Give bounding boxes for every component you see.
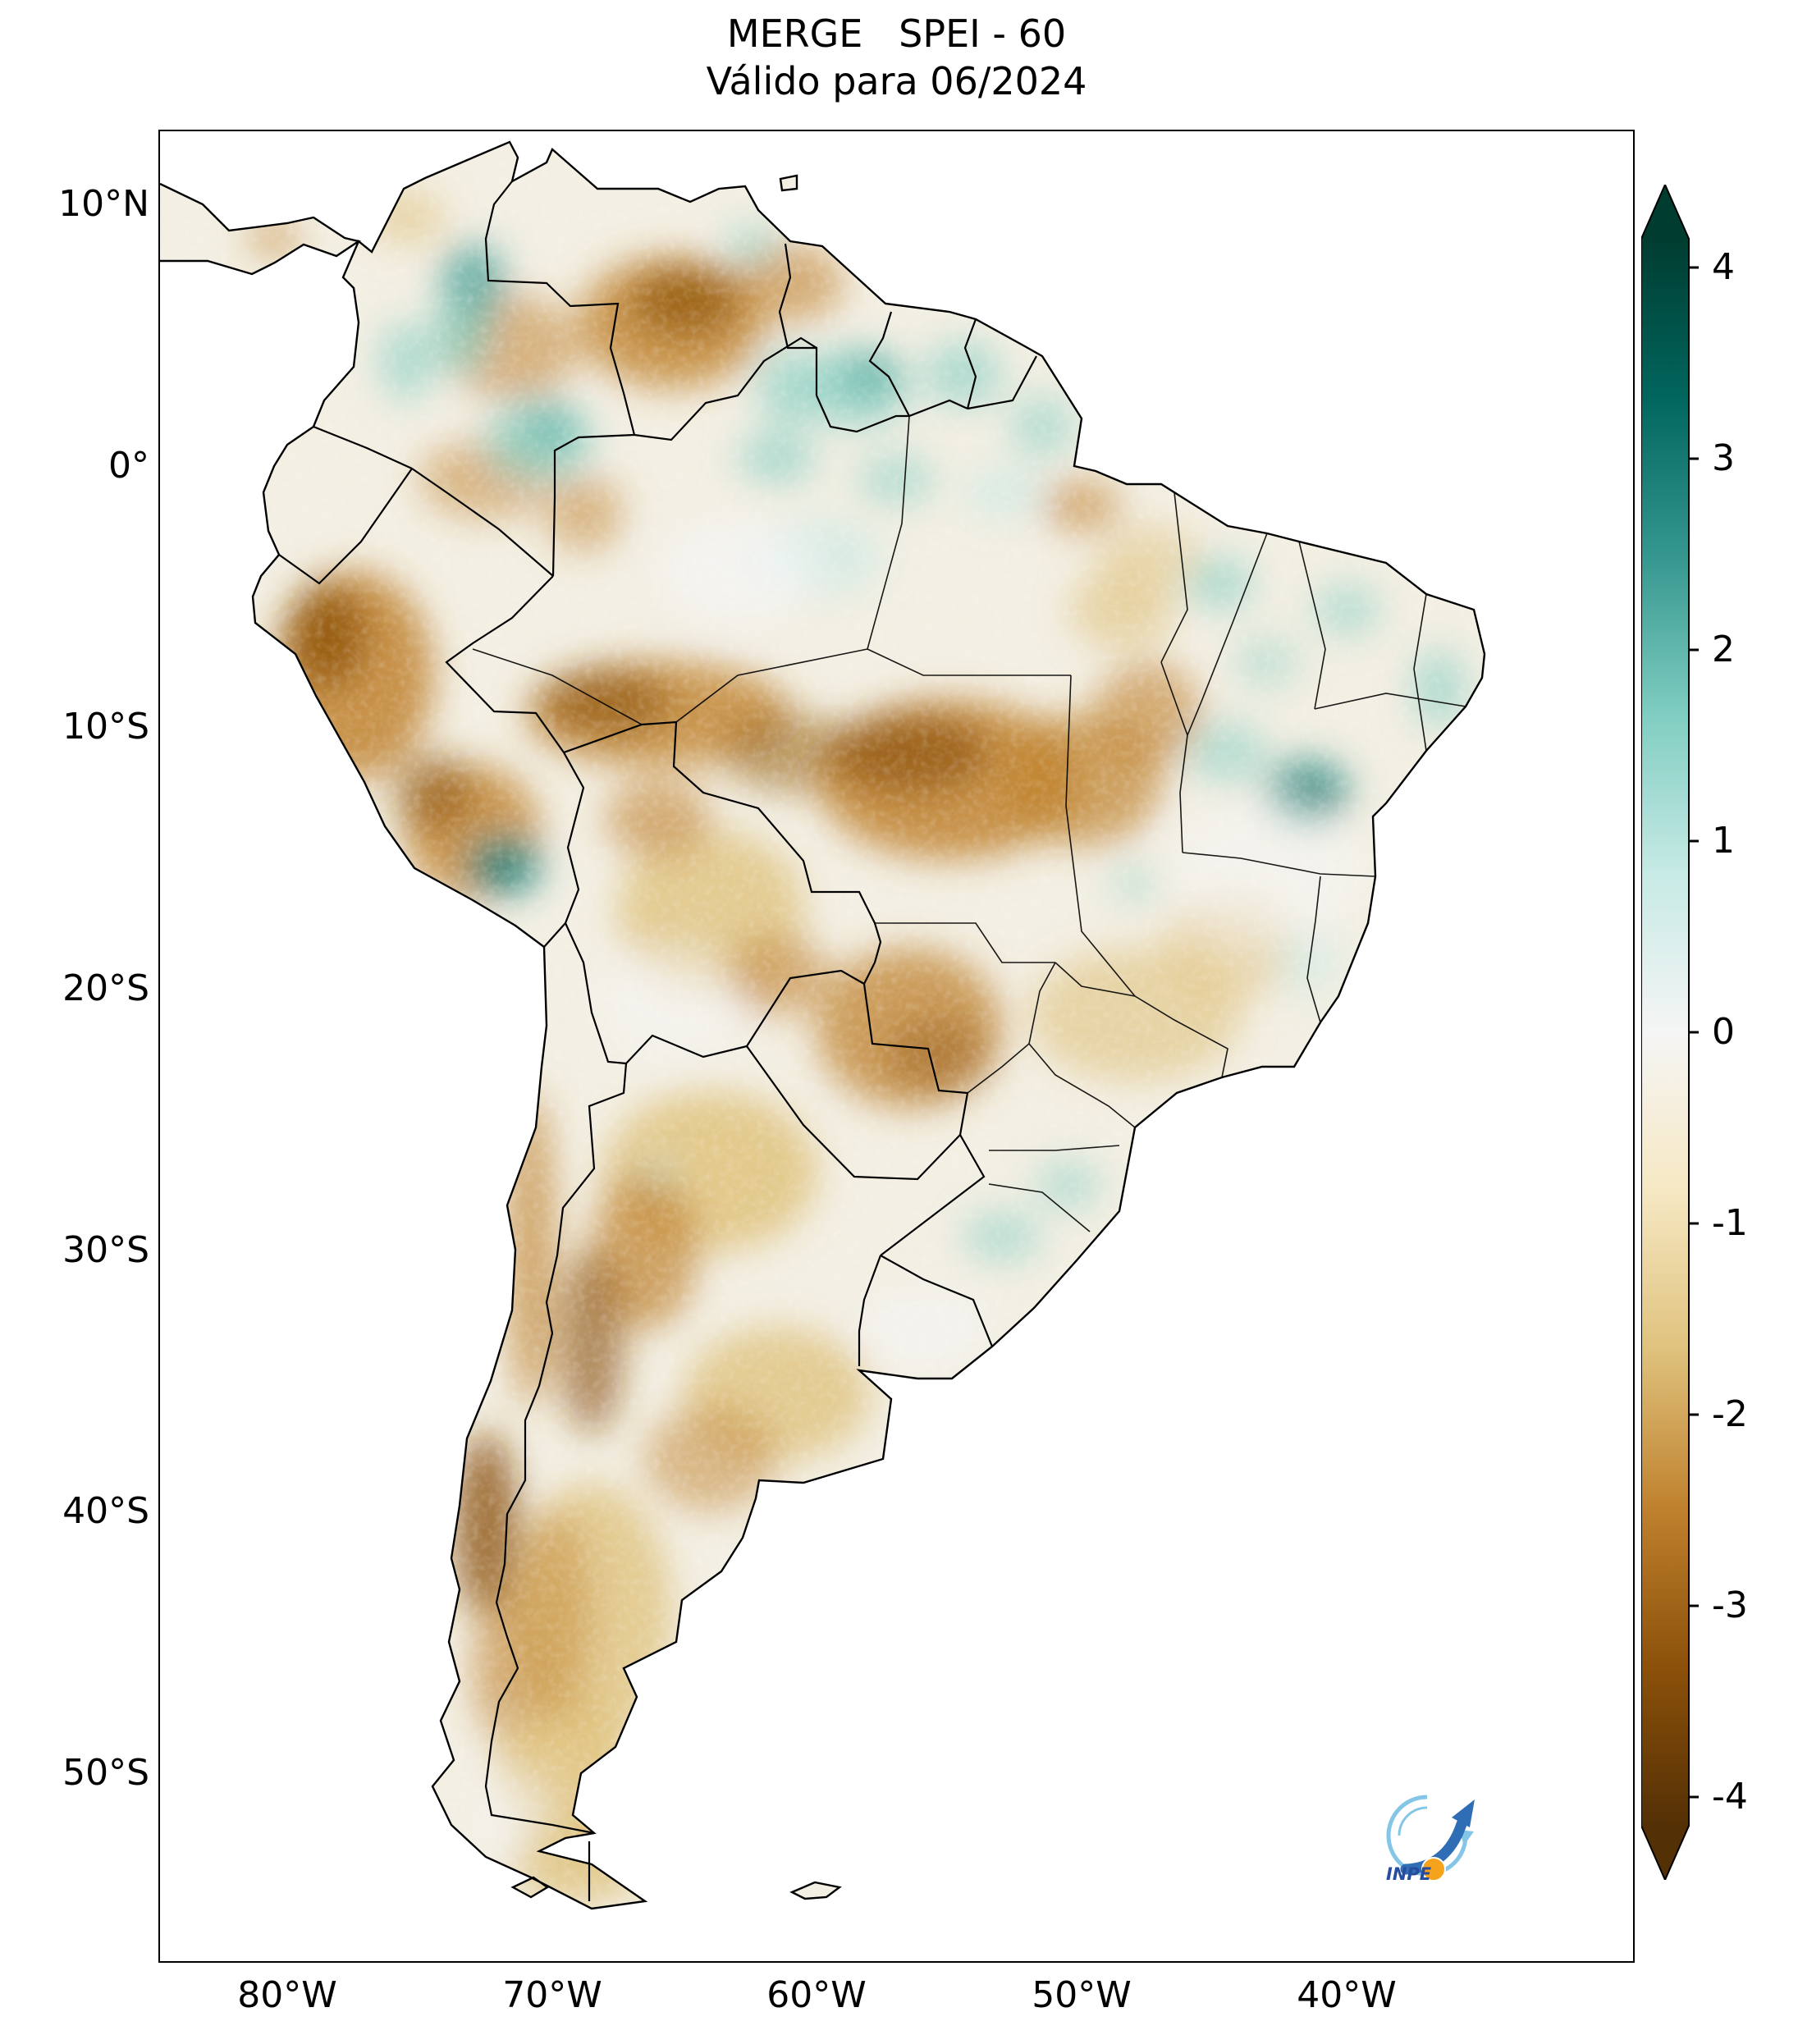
colorbar-gradient [1641,239,1689,1826]
cb-label-m3: -3 [1712,1584,1748,1626]
y-tick-0: 0° [108,445,149,487]
colorbar [1641,185,1699,1880]
colorbar-outline [1641,185,1690,1880]
x-tick-40W: 40°W [1297,1974,1397,2016]
figure-subtitle: Válido para 06/2024 [706,59,1087,103]
y-tick-30S: 30°S [62,1229,149,1271]
x-tick-50W: 50°W [1032,1974,1132,2016]
colorbar-extend-max [1641,185,1689,239]
y-tick-10S: 10°S [62,706,149,748]
state-borders [472,415,1466,1232]
cb-label-m1: -1 [1712,1202,1748,1244]
cb-label-3: 3 [1712,437,1735,479]
colorbar-ticks [1689,266,1699,1799]
logo-orange-ball-icon [1421,1857,1446,1882]
x-tick-80W: 80°W [237,1974,337,2016]
logo-arrow-icon [1400,1818,1467,1875]
country-borders [278,181,1037,1901]
cb-label-m2: -2 [1712,1393,1748,1435]
logo-inner-arc-icon [1398,1806,1428,1836]
logo-arrow-head-icon [1452,1799,1475,1827]
logo-swirl-icon [1386,1795,1468,1877]
cb-label-4: 4 [1712,246,1735,288]
cb-label-2: 2 [1712,629,1735,670]
map-panel: INPE [158,130,1635,1963]
colorbar-extend-min [1641,1826,1689,1880]
inpe-logo: INPE [1386,1795,1475,1884]
logo-wordmark: INPE [1386,1864,1432,1884]
cb-label-0: 0 [1712,1011,1735,1053]
cb-label-1: 1 [1712,820,1735,862]
y-tick-20S: 20°S [62,967,149,1009]
x-tick-60W: 60°W [766,1974,867,2016]
y-tick-50S: 50°S [62,1752,149,1794]
figure-title: MERGE SPEI - 60 [726,11,1067,56]
cb-label-m4: -4 [1712,1776,1748,1818]
coastline [160,140,1486,1910]
x-tick-70W: 70°W [502,1974,602,2016]
y-tick-40S: 40°S [62,1490,149,1532]
y-tick-10N: 10°N [58,183,149,225]
south-america-map: INPE [160,140,1486,1910]
